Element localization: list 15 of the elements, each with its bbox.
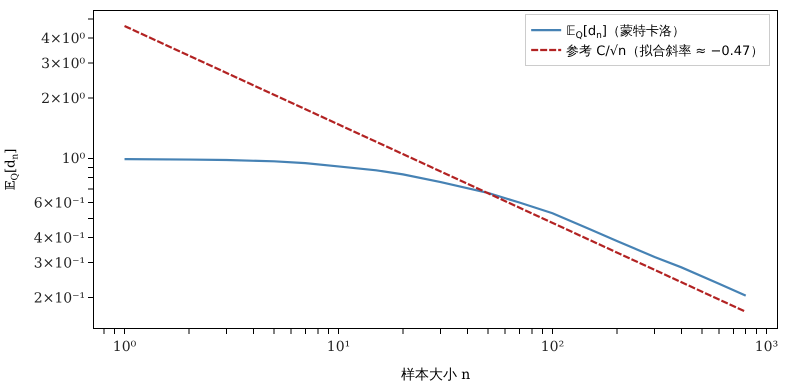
y-tick-label: 10⁰ <box>62 151 86 168</box>
legend-label: 𝔼$_{Q}$[d$_{n}$]（蒙特卡洛） <box>566 24 685 41</box>
y-tick-label: 3×10⁰ <box>41 56 86 72</box>
y-tick-label: 4×10⁻¹ <box>34 230 86 247</box>
x-tick-label: 10¹ <box>326 338 350 355</box>
y-tick-label: 6×10⁻¹ <box>34 195 86 212</box>
legend-label: 参考 C/√n（拟合斜率 ≈ −0.47） <box>566 43 764 60</box>
x-tick-label: 10⁰ <box>112 338 137 355</box>
x-tick-label: 10³ <box>754 338 778 355</box>
x-axis-title: 样本大小 n <box>400 367 470 384</box>
x-tick-label: 10² <box>540 338 564 355</box>
y-tick-label: 2×10⁰ <box>41 91 86 108</box>
y-tick-label: 3×10⁻¹ <box>34 255 86 272</box>
y-tick-label: 4×10⁰ <box>41 31 86 48</box>
y-tick-label: 2×10⁻¹ <box>34 290 86 307</box>
